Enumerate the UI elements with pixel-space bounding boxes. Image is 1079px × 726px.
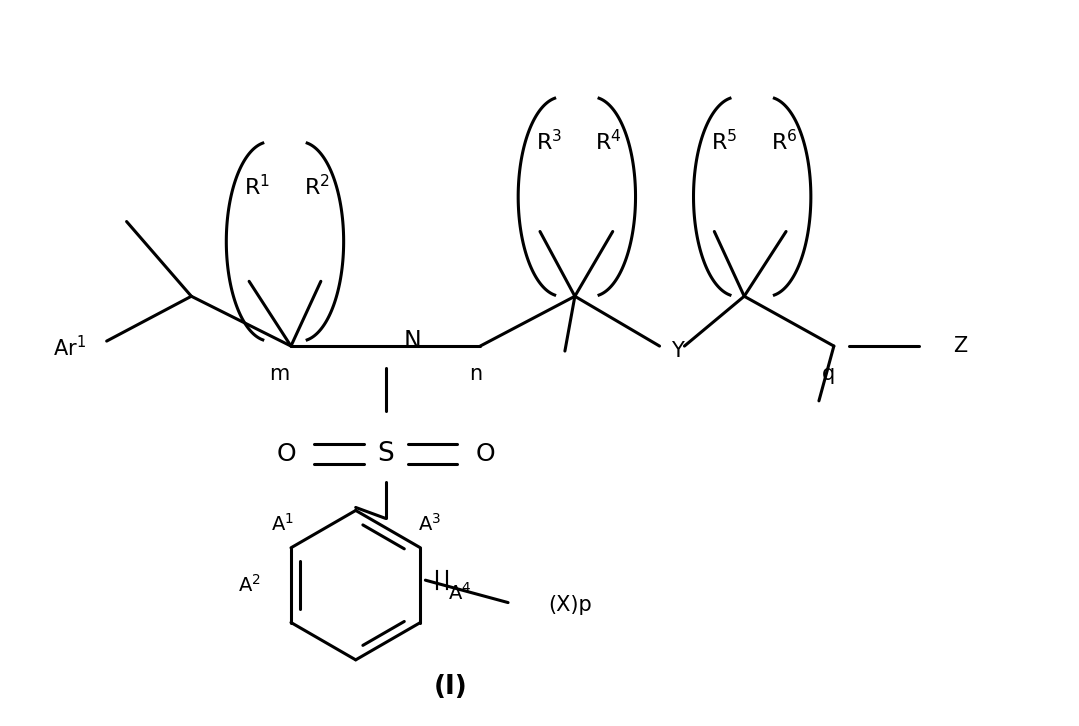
Text: q: q: [822, 364, 835, 384]
Text: O: O: [476, 441, 495, 465]
Text: A$^4$: A$^4$: [448, 582, 472, 604]
Text: R$^6$: R$^6$: [770, 129, 797, 155]
Text: (I): (I): [434, 674, 467, 700]
Text: A$^2$: A$^2$: [238, 574, 261, 596]
Text: Y: Y: [671, 341, 684, 361]
Text: A$^3$: A$^3$: [418, 513, 441, 535]
Text: S: S: [378, 441, 394, 467]
Text: Z: Z: [954, 336, 968, 356]
Text: N: N: [404, 329, 421, 353]
Text: R$^5$: R$^5$: [711, 129, 737, 155]
Text: m: m: [269, 364, 289, 384]
Text: n: n: [468, 364, 482, 384]
Text: (X)p: (X)p: [548, 595, 591, 615]
Text: R$^3$: R$^3$: [536, 129, 562, 155]
Text: R$^1$: R$^1$: [244, 174, 270, 199]
Text: O: O: [276, 441, 296, 465]
Text: Ar$^1$: Ar$^1$: [53, 335, 86, 361]
Text: R$^4$: R$^4$: [596, 129, 623, 155]
Text: R$^2$: R$^2$: [304, 174, 330, 199]
Text: A$^1$: A$^1$: [271, 513, 293, 535]
